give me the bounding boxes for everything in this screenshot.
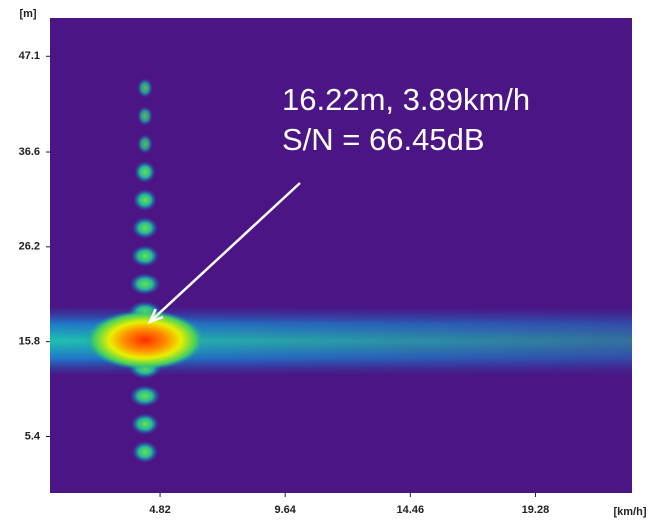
y-tick-label: 15.8 — [19, 336, 40, 348]
y-tick-label: 47.1 — [19, 50, 40, 62]
y-axis-label: [m] — [19, 8, 36, 20]
lobe — [130, 413, 160, 435]
x-tick-label: 9.64 — [274, 504, 296, 516]
lobe — [137, 106, 153, 126]
lobe — [130, 245, 160, 267]
annotation-line: S/N = 66.45dB — [282, 122, 485, 157]
y-tick-label: 36.6 — [19, 146, 40, 158]
lobe — [137, 134, 153, 154]
annotation-arrow — [147, 182, 301, 325]
heatmap — [50, 18, 632, 493]
x-tick-label: 4.82 — [149, 504, 170, 516]
lobe — [129, 273, 161, 295]
lobe — [129, 385, 161, 407]
arrow-shaft — [149, 182, 301, 323]
annotation-line: 16.22m, 3.89km/h — [282, 82, 530, 117]
arrow-head — [147, 308, 164, 325]
y-tick-label: 26.2 — [19, 241, 40, 253]
lobe — [133, 189, 157, 211]
lobe — [134, 161, 156, 183]
lobe — [131, 217, 159, 239]
x-tick-label: 14.46 — [397, 504, 425, 516]
lobe — [131, 441, 159, 463]
x-axis-label: [km/h] — [614, 506, 647, 518]
y-tick-label: 5.4 — [25, 430, 41, 442]
lobe — [137, 78, 153, 98]
x-tick-label: 19.28 — [522, 504, 550, 516]
